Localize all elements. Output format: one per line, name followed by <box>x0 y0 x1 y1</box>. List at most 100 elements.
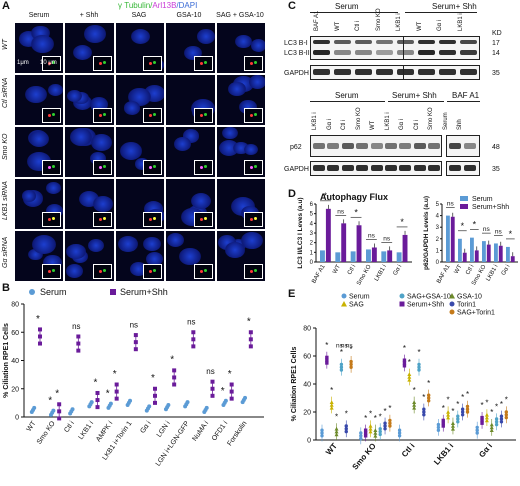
blot-top-group-serum: Serum <box>335 2 359 11</box>
legend-label: Serum+Shh <box>407 302 444 309</box>
significance-label: ns <box>206 367 214 376</box>
significance-label: * <box>350 345 353 354</box>
y-tick-label: 0 <box>15 415 19 422</box>
nucleus <box>70 128 93 146</box>
significance-label: * <box>335 412 338 421</box>
legend-label-shh: Serum+Shh <box>120 287 168 297</box>
data-point-shh <box>172 375 177 380</box>
blot-lc3 <box>310 36 480 60</box>
data-point-serum <box>51 408 56 413</box>
gapdh-band <box>334 69 351 75</box>
blot-lane-label: WT <box>370 120 376 130</box>
cilium-marker <box>199 62 203 65</box>
blot-bottom-group-shh: Serum+ Shh <box>392 91 437 100</box>
lc3-bii-band <box>355 50 372 55</box>
band-label-p62: p62 <box>290 144 302 151</box>
significance-label: ns <box>130 320 138 329</box>
blot-lane-label: WT <box>416 21 423 31</box>
p62-band <box>464 143 476 149</box>
col-title-shh: + Shh <box>79 12 99 19</box>
significance-label: * <box>330 386 333 395</box>
cilium-marker <box>199 114 203 117</box>
bar-serum <box>366 249 371 262</box>
bar-serum <box>482 241 486 262</box>
legend-marker <box>399 293 405 299</box>
cilium-marker <box>149 62 153 65</box>
kd-35-top: 35 <box>492 70 500 77</box>
basal-body-marker <box>52 61 56 64</box>
significance-label: * <box>422 393 425 402</box>
bar-shh <box>371 247 377 262</box>
nucleus <box>84 25 106 43</box>
bar-shh <box>341 223 347 262</box>
cilium-marker <box>199 270 203 273</box>
blot-gapdh-bottom-bafa1 <box>446 161 480 176</box>
legend-label-serum: Serum <box>472 196 493 203</box>
bar-shh <box>402 234 408 262</box>
data-point-serum <box>128 398 133 403</box>
nucleus <box>21 190 37 203</box>
nucleus <box>167 233 185 247</box>
data-point-shh <box>38 341 42 346</box>
basal-body-marker <box>102 61 106 64</box>
p62-band <box>341 143 354 149</box>
data-point-shh <box>153 386 157 391</box>
cilium-marker <box>98 218 102 221</box>
nucleus <box>28 248 43 261</box>
nucleus <box>123 101 141 115</box>
data-point-shh <box>76 341 81 346</box>
bar-shh <box>474 250 479 262</box>
significance-label: * <box>325 341 328 350</box>
basal-body-marker <box>203 113 207 116</box>
lc3-bi-band <box>355 40 372 44</box>
lc3-bii-band <box>334 50 351 55</box>
bar-shh <box>387 250 393 262</box>
bar-serum <box>335 252 341 262</box>
data-point-shh <box>229 382 234 387</box>
blot-lane-label: Gα i <box>326 118 333 130</box>
blot-bottom-group-serum: Serum <box>335 91 359 100</box>
y-tick-label: 0 <box>436 260 440 266</box>
legend-marker <box>449 293 455 299</box>
data-point-serum <box>223 398 228 403</box>
zoom-inset <box>193 108 213 123</box>
cilium-marker <box>48 218 52 221</box>
lc3-bii-band <box>313 50 330 55</box>
gapdh-band <box>341 165 354 171</box>
y-axis-title: % Ciliation RPE1 Cells <box>291 347 298 422</box>
nucleus <box>66 264 84 279</box>
legend-marker-shh <box>460 204 468 209</box>
blot-lane-label: Smo KO <box>428 107 434 130</box>
micrograph-cell <box>14 230 65 282</box>
micrograph-cell <box>64 74 115 126</box>
zoom-inset <box>243 212 263 227</box>
y-tick-label: 80 <box>303 326 311 333</box>
blot-lc3-divider <box>403 36 404 60</box>
lc3-bii-band <box>397 50 414 55</box>
significance-label: ns <box>483 226 491 233</box>
y-tick-label: 5 <box>436 202 440 208</box>
significance-label: * <box>106 389 110 400</box>
col-title-serum: Serum <box>28 12 50 19</box>
gapdh-band <box>356 165 369 171</box>
cilium-marker <box>249 270 253 273</box>
bar-serum <box>458 238 462 262</box>
significance-label: * <box>495 403 498 412</box>
y-tick-label: 20 <box>303 410 311 417</box>
data-point-shh <box>248 344 253 349</box>
bar-serum <box>320 250 325 262</box>
x-tick-label: Forskolin <box>226 420 248 447</box>
legend-marker-serum <box>29 289 35 295</box>
col-title-sag-gsa10: SAG + GSA-10 <box>216 12 264 19</box>
micrograph-cell <box>215 178 266 230</box>
data-point-serum <box>185 400 190 405</box>
zoom-inset <box>92 264 112 279</box>
kd-35-bottom: 35 <box>492 166 500 173</box>
cilium-marker <box>48 270 52 273</box>
zoom-inset <box>143 264 163 279</box>
data-point-shh <box>191 337 196 342</box>
gapdh-band <box>413 165 426 171</box>
significance-label: * <box>505 396 508 405</box>
significance-label: * <box>383 407 386 416</box>
data-point-shh <box>95 398 100 403</box>
